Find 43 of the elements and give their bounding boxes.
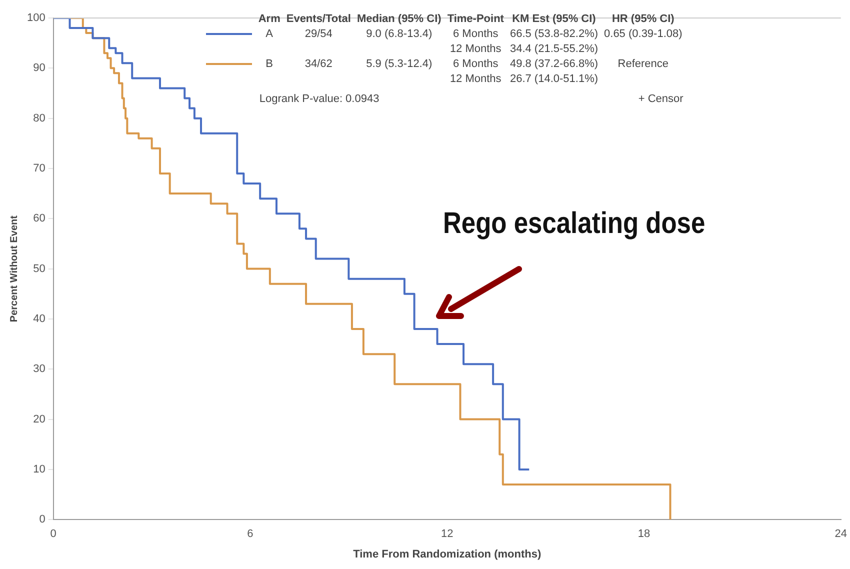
y-tick-label: 80 (33, 112, 46, 124)
x-tick-label: 12 (440, 528, 454, 540)
annotation: Time-Point (446, 12, 505, 27)
annotation: Rego escalating dose (442, 206, 706, 241)
y-tick-label: 40 (33, 312, 46, 325)
y-tick-label: 0 (39, 514, 46, 526)
y-tick-label: 60 (33, 212, 46, 225)
annotation: 26.7 (14.0-51.1%) (508, 72, 600, 87)
x-tick-label: 6 (247, 528, 254, 540)
annotation: 9.0 (6.8-13.4) (365, 27, 434, 42)
annotation: 49.8 (37.2-66.8%) (508, 57, 600, 72)
annotation: Reference (616, 57, 670, 72)
annotation: Arm (257, 12, 282, 27)
annotation: 0.65 (0.39-1.08) (603, 27, 684, 42)
annotation: + Censor (638, 93, 684, 105)
y-axis-title: Percent Without Event (8, 214, 20, 322)
annotation: 12 Months (448, 72, 502, 87)
x-tick-label: 0 (50, 528, 56, 540)
annotation: 12 Months (448, 42, 502, 57)
annotation: Logrank P-value: 0.0943 (259, 93, 380, 105)
annotation: Median (95% CI) (356, 12, 442, 27)
annotation: 5.9 (5.3-12.4) (365, 57, 434, 72)
y-tick-label: 90 (33, 62, 46, 74)
annotation: 66.5 (53.8-82.2%) (508, 27, 600, 42)
legend-label: B (264, 57, 274, 72)
y-tick-label: 30 (33, 363, 46, 376)
y-tick-label: 50 (33, 262, 46, 275)
annotation: KM Est (95% CI) (511, 12, 597, 27)
annotation: Events/Total (285, 12, 352, 27)
annotation: 34/62 (304, 57, 334, 72)
y-tick-label: 70 (33, 162, 46, 175)
y-tick-label: 20 (33, 413, 46, 426)
legend-label: A (264, 27, 274, 42)
x-axis-title: Time From Randomization (months) (353, 548, 542, 560)
y-tick-label: 10 (33, 463, 46, 476)
annotation: 6 Months (452, 27, 500, 42)
x-tick-label: 18 (638, 528, 650, 540)
annotation: 34.4 (21.5-55.2%) (508, 42, 600, 57)
annotation: HR (95% CI) (610, 12, 676, 27)
x-tick-label: 24 (834, 528, 848, 540)
annotation: 29/54 (304, 27, 334, 42)
annotation: 6 Months (452, 57, 500, 72)
y-tick-label: 100 (26, 12, 46, 24)
